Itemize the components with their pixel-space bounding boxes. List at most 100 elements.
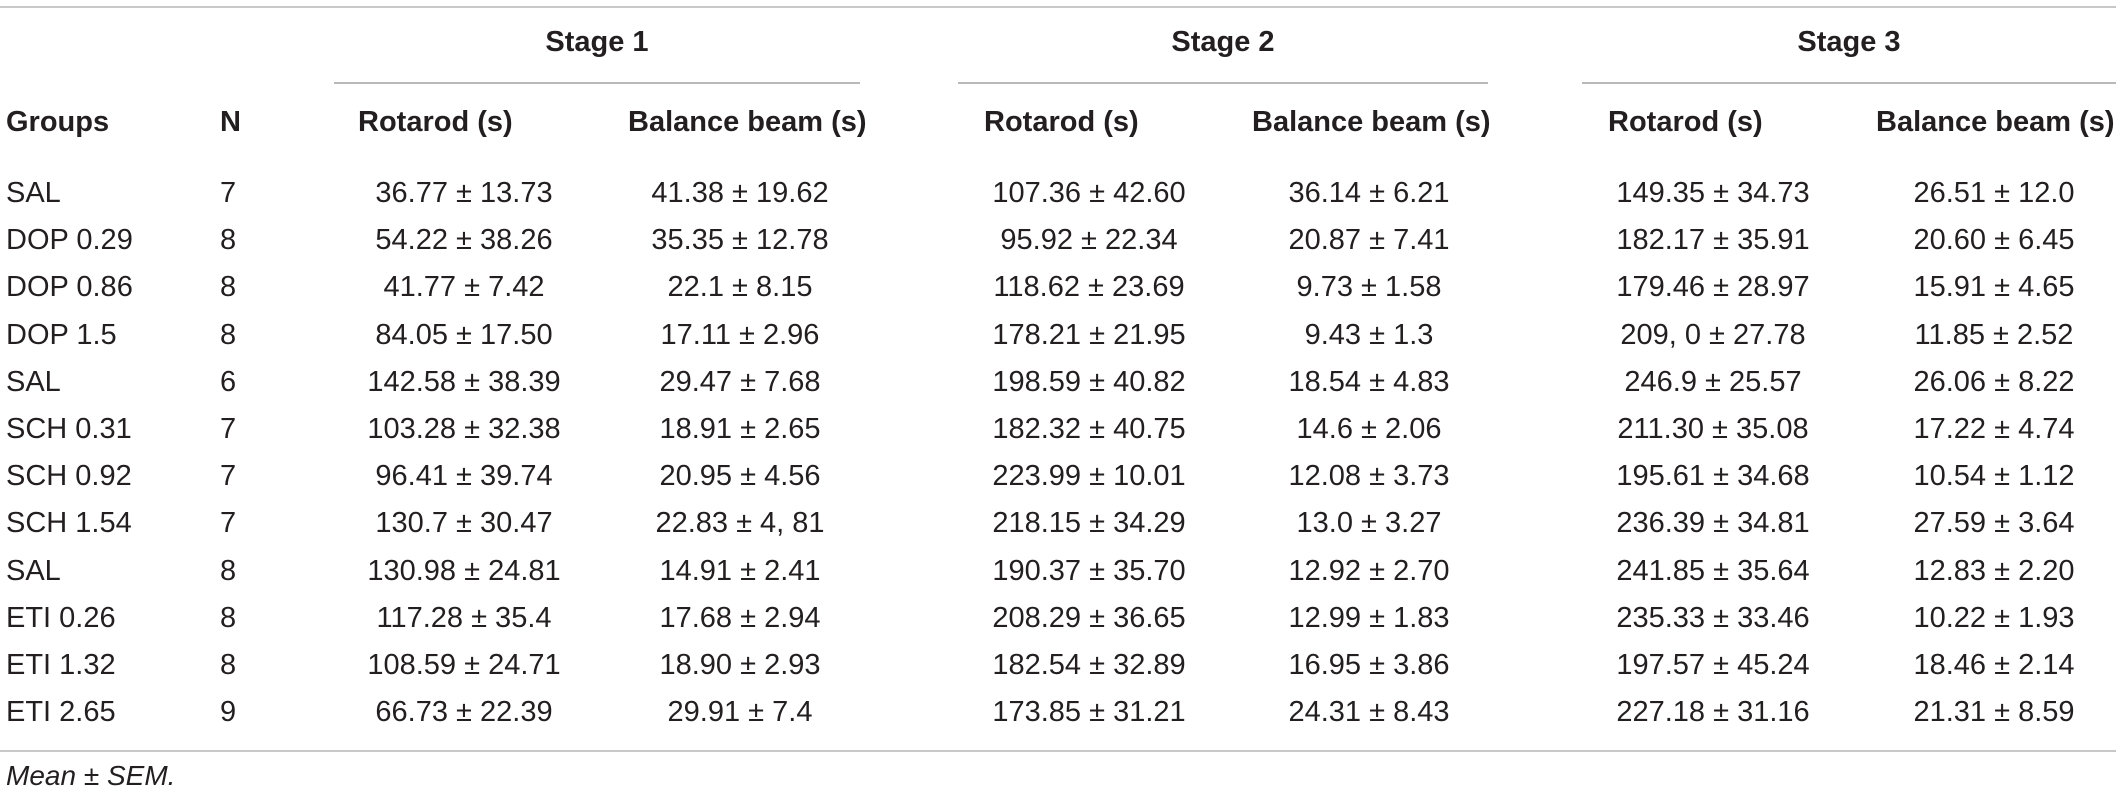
cell-stage1-beam: 22.83 ± 4, 81 <box>655 507 825 540</box>
cell-stage1-beam: 18.90 ± 2.93 <box>659 649 821 681</box>
cell-stage3-beam: 12.83 ± 2.20 <box>1913 554 2075 587</box>
cell-stage1-rotarod: 108.59 ± 24.71 <box>367 649 561 681</box>
cell-stage1-beam: 17.11 ± 2.96 <box>660 318 820 351</box>
cell-stage2-beam: 20.87 ± 7.41 <box>1288 224 1450 257</box>
cell-stage2-rotarod: 178.21 ± 21.95 <box>992 318 1186 351</box>
stage-1-rule <box>334 82 860 84</box>
cell-stage1-rotarod: 96.41 ± 39.74 <box>375 460 553 493</box>
table-row: ETI 2.65 9 66.73 ± 22.39 29.91 ± 7.4 173.85 … <box>0 689 2116 736</box>
cell-n: 8 <box>220 271 237 304</box>
table-row: SAL 8 130.98 ± 24.81 14.91 ± 2.41 190.37 ± 3… <box>0 548 2116 595</box>
cell-group: SCH 0.31 <box>6 413 132 445</box>
cell-stage3-beam: 11.85 ± 2.52 <box>1914 318 2074 351</box>
col-header-stage2-beam: Balance beam (s) <box>1252 106 1491 138</box>
cell-stage1-beam: 29.47 ± 7.68 <box>659 365 821 398</box>
cell-stage1-rotarod: 142.58 ± 38.39 <box>367 365 561 398</box>
cell-stage3-beam: 21.31 ± 8.59 <box>1913 696 2075 729</box>
cell-stage3-beam: 26.51 ± 12.0 <box>1913 177 2075 209</box>
cell-stage2-rotarod: 107.36 ± 42.60 <box>992 177 1186 209</box>
cell-stage3-rotarod: 179.46 ± 28.97 <box>1616 271 1810 304</box>
cell-n: 7 <box>220 507 237 540</box>
table-row: SCH 0.92 7 96.41 ± 39.74 20.95 ± 4.56 223.99… <box>0 453 2116 500</box>
cell-stage2-beam: 13.0 ± 3.27 <box>1296 507 1442 540</box>
cell-group: SCH 0.92 <box>6 460 132 493</box>
cell-stage2-rotarod: 208.29 ± 36.65 <box>992 601 1186 634</box>
cell-stage2-beam: 12.92 ± 2.70 <box>1288 554 1450 587</box>
cell-stage1-rotarod: 130.7 ± 30.47 <box>375 507 553 540</box>
cell-n: 8 <box>220 649 237 681</box>
cell-stage2-rotarod: 182.32 ± 40.75 <box>992 413 1186 445</box>
cell-stage2-beam: 9.43 ± 1.3 <box>1304 318 1434 351</box>
cell-stage1-rotarod: 130.98 ± 24.81 <box>367 554 561 587</box>
cell-group: ETI 1.32 <box>6 649 116 681</box>
table-footnote: Mean ± SEM. <box>6 760 176 791</box>
cell-stage1-rotarod: 41.77 ± 7.42 <box>383 271 545 304</box>
cell-stage1-rotarod: 36.77 ± 13.73 <box>375 177 553 209</box>
cell-stage3-rotarod: 149.35 ± 34.73 <box>1616 177 1810 209</box>
cell-stage2-rotarod: 223.99 ± 10.01 <box>992 460 1186 493</box>
col-header-n: N <box>220 106 241 138</box>
cell-stage1-rotarod: 66.73 ± 22.39 <box>375 696 553 729</box>
cell-n: 7 <box>220 413 237 445</box>
col-header-stage1-beam: Balance beam (s) <box>628 106 867 138</box>
cell-group: SAL <box>6 365 61 398</box>
stage-1-header: Stage 1 <box>545 26 649 58</box>
cell-n: 8 <box>220 318 237 351</box>
cell-stage2-beam: 18.54 ± 4.83 <box>1288 365 1450 398</box>
cell-stage3-rotarod: 241.85 ± 35.64 <box>1616 554 1810 587</box>
cell-stage3-rotarod: 197.57 ± 45.24 <box>1616 649 1810 681</box>
cell-stage1-beam: 41.38 ± 19.62 <box>651 177 829 209</box>
cell-stage2-beam: 16.95 ± 3.86 <box>1288 649 1450 681</box>
cell-stage3-rotarod: 246.9 ± 25.57 <box>1624 365 1802 398</box>
cell-group: SAL <box>6 554 61 587</box>
cell-group: SCH 1.54 <box>6 507 132 540</box>
cell-n: 7 <box>220 460 237 493</box>
cell-stage3-beam: 10.22 ± 1.93 <box>1913 601 2075 634</box>
col-header-stage1-rotarod: Rotarod (s) <box>358 106 513 138</box>
cell-stage1-beam: 18.91 ± 2.65 <box>659 413 821 445</box>
col-header-groups: Groups <box>6 106 110 138</box>
cell-stage2-rotarod: 173.85 ± 31.21 <box>992 696 1186 729</box>
table-bottom-rule <box>0 750 2116 752</box>
cell-n: 9 <box>220 696 237 729</box>
col-header-stage3-beam: Balance beam (s) <box>1876 106 2115 138</box>
stage-3-rule <box>1582 82 2116 84</box>
cell-stage2-rotarod: 198.59 ± 40.82 <box>992 365 1186 398</box>
col-header-stage2-rotarod: Rotarod (s) <box>984 106 1139 138</box>
table-row: DOP 0.86 8 41.77 ± 7.42 22.1 ± 8.15 118.62 ±… <box>0 264 2116 311</box>
table-row: SCH 1.54 7 130.7 ± 30.47 22.83 ± 4, 81 218.1… <box>0 500 2116 547</box>
cell-group: DOP 0.86 <box>6 271 133 304</box>
cell-stage3-rotarod: 227.18 ± 31.16 <box>1616 696 1810 729</box>
cell-n: 8 <box>220 554 237 587</box>
cell-stage3-beam: 20.60 ± 6.45 <box>1913 224 2075 257</box>
cell-stage1-beam: 35.35 ± 12.78 <box>651 224 829 257</box>
col-header-stage3-rotarod: Rotarod (s) <box>1608 106 1763 138</box>
cell-stage1-rotarod: 117.28 ± 35.4 <box>376 601 552 634</box>
table-row: SAL 7 36.77 ± 13.73 41.38 ± 19.62 107.36 ± 4… <box>0 170 2116 217</box>
cell-stage3-beam: 26.06 ± 8.22 <box>1913 365 2075 398</box>
cell-stage3-beam: 27.59 ± 3.64 <box>1913 507 2075 540</box>
cell-stage1-rotarod: 103.28 ± 32.38 <box>367 413 561 445</box>
cell-stage3-rotarod: 236.39 ± 34.81 <box>1616 507 1810 540</box>
cell-stage3-rotarod: 182.17 ± 35.91 <box>1616 224 1810 257</box>
table-row: SAL 6 142.58 ± 38.39 29.47 ± 7.68 198.59 ± 4… <box>0 359 2116 406</box>
table-row: ETI 1.32 8 108.59 ± 24.71 18.90 ± 2.93 182.5… <box>0 642 2116 689</box>
cell-stage3-rotarod: 235.33 ± 33.46 <box>1616 601 1810 634</box>
cell-group: DOP 1.5 <box>6 318 117 351</box>
cell-stage2-beam: 12.08 ± 3.73 <box>1288 460 1450 493</box>
cell-n: 8 <box>220 601 237 634</box>
cell-stage2-rotarod: 118.62 ± 23.69 <box>993 271 1185 304</box>
cell-group: DOP 0.29 <box>6 224 133 257</box>
cell-stage3-beam: 15.91 ± 4.65 <box>1913 271 2075 304</box>
table-row: DOP 1.5 8 84.05 ± 17.50 17.11 ± 2.96 178.21 … <box>0 312 2116 359</box>
cell-n: 7 <box>220 177 237 209</box>
table-row: DOP 0.29 8 54.22 ± 38.26 35.35 ± 12.78 95.92… <box>0 217 2116 264</box>
cell-stage1-beam: 29.91 ± 7.4 <box>667 696 813 729</box>
cell-stage1-beam: 17.68 ± 2.94 <box>659 601 821 634</box>
cell-stage2-beam: 12.99 ± 1.83 <box>1288 601 1450 634</box>
cell-stage2-beam: 14.6 ± 2.06 <box>1296 413 1442 445</box>
cell-stage2-rotarod: 182.54 ± 32.89 <box>992 649 1186 681</box>
cell-stage1-beam: 22.1 ± 8.15 <box>667 271 813 304</box>
cell-stage1-rotarod: 84.05 ± 17.50 <box>375 318 553 351</box>
cell-stage3-rotarod: 195.61 ± 34.68 <box>1616 460 1810 493</box>
